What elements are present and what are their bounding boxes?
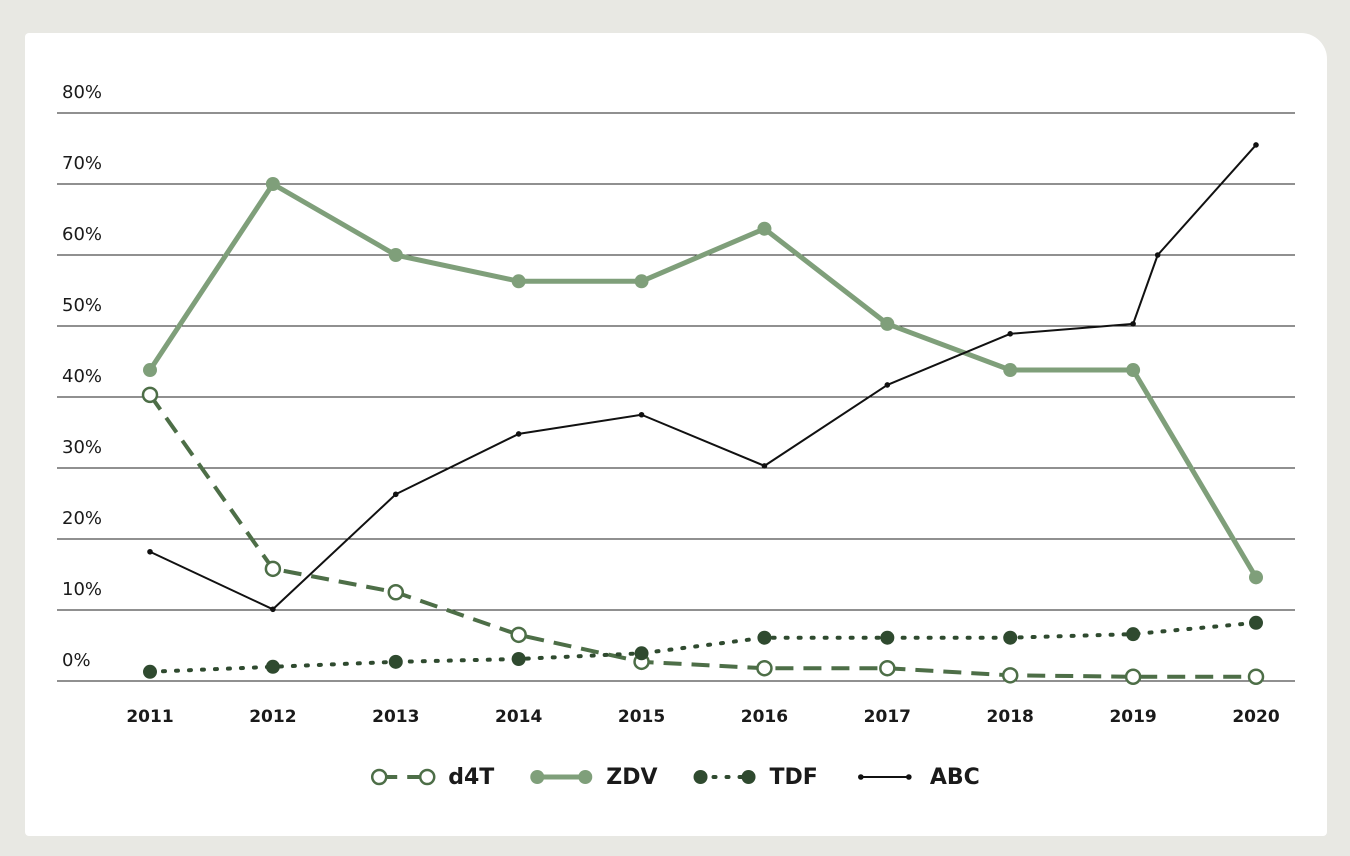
marker: [511, 274, 526, 289]
marker: [1007, 331, 1014, 337]
marker: [270, 606, 276, 613]
legend-label: d4T: [448, 765, 494, 790]
series: [141, 386, 1265, 685]
marker: [515, 431, 522, 437]
series-line: [148, 393, 1256, 679]
marker: [761, 463, 768, 469]
x-tick-label: 2018: [987, 707, 1034, 727]
marker: [741, 770, 756, 784]
chart-panel: [25, 33, 1327, 836]
marker: [1003, 363, 1018, 378]
legend-label: ZDV: [606, 765, 657, 790]
marker: [1154, 252, 1161, 258]
marker: [880, 316, 895, 331]
marker: [756, 659, 773, 677]
y-tick-label: 50%: [62, 295, 102, 316]
marker: [1130, 321, 1136, 327]
marker: [143, 664, 157, 679]
marker: [388, 654, 403, 669]
marker: [387, 584, 405, 601]
y-tick-label: 40%: [62, 366, 102, 387]
marker: [578, 770, 593, 784]
marker: [693, 770, 708, 784]
y-tick-label: 30%: [62, 437, 102, 458]
marker: [265, 659, 280, 674]
y-tick-label: 0%: [62, 650, 91, 671]
y-tick-label: 60%: [62, 224, 102, 245]
series-line: [147, 181, 1259, 579]
marker: [143, 363, 157, 378]
marker: [1126, 363, 1141, 378]
x-tick-label: 2019: [1109, 707, 1156, 727]
legend-label: ABC: [930, 765, 980, 790]
marker: [1249, 570, 1263, 585]
x-tick-label: 2013: [372, 707, 419, 727]
marker: [634, 274, 649, 289]
legend: d4T ZDV TDF ABC: [370, 765, 980, 790]
marker: [757, 630, 772, 645]
x-tick-label: 2016: [741, 707, 788, 727]
marker: [264, 560, 282, 578]
marker: [884, 382, 891, 388]
marker: [1247, 668, 1265, 685]
legend-label: TDF: [770, 765, 818, 790]
marker: [1253, 142, 1259, 148]
marker: [141, 386, 159, 404]
marker: [370, 768, 388, 786]
marker: [634, 646, 649, 661]
series: [143, 177, 1263, 585]
series: [143, 615, 1263, 679]
x-tick-label: 2017: [864, 707, 911, 727]
marker: [392, 491, 399, 498]
series-line: [149, 144, 1257, 611]
x-tick-label: 2012: [249, 707, 296, 727]
x-tick-label: 2014: [495, 707, 542, 727]
marker: [638, 411, 645, 418]
x-tick-label: 2020: [1232, 707, 1279, 727]
y-tick-label: 80%: [62, 82, 102, 103]
marker: [1001, 667, 1019, 684]
series: [147, 142, 1259, 613]
marker: [530, 770, 545, 784]
marker: [511, 651, 526, 666]
marker: [880, 630, 895, 645]
y-tick-label: 10%: [62, 579, 102, 600]
marker: [906, 774, 912, 780]
marker: [757, 221, 772, 236]
marker: [1126, 627, 1141, 642]
marker: [388, 248, 403, 262]
marker: [858, 774, 864, 780]
marker: [1003, 630, 1018, 645]
marker: [1124, 668, 1142, 685]
marker: [147, 548, 153, 555]
x-tick-label: 2011: [126, 707, 173, 727]
marker: [1249, 615, 1263, 630]
marker: [510, 626, 527, 644]
x-tick-label: 2015: [618, 707, 665, 727]
series-line: [148, 620, 1258, 674]
marker: [418, 768, 436, 786]
marker: [879, 659, 896, 677]
marker: [265, 177, 280, 191]
y-tick-label: 20%: [62, 508, 102, 529]
y-tick-label: 70%: [62, 153, 102, 174]
